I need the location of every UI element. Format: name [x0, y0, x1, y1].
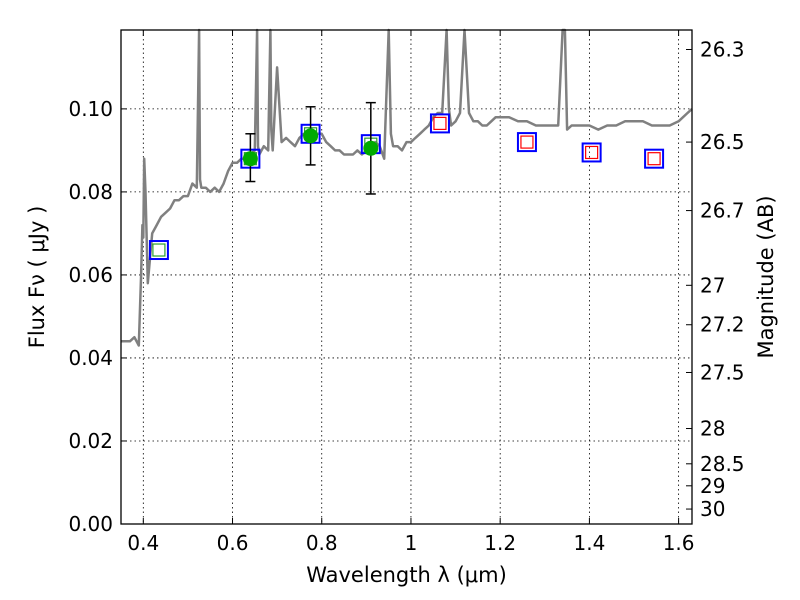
x-tick-label: 0.8	[306, 531, 338, 555]
observed-point	[242, 151, 258, 167]
y2-tick-label: 28	[700, 417, 725, 441]
y-tick-label: 0.10	[68, 97, 113, 121]
y2-tick-label: 28.5	[700, 452, 745, 476]
inner-square-marker	[647, 152, 661, 166]
y-tick-label: 0.00	[68, 512, 113, 536]
y-tick-label: 0.04	[68, 346, 113, 370]
model-square-marker	[429, 113, 450, 134]
plot-frame	[120, 29, 693, 525]
model-square-marker	[148, 240, 169, 261]
spectrum-layer	[121, 28, 693, 347]
inner-square-marker	[585, 145, 599, 160]
observed-point	[303, 128, 319, 144]
x-tick-label: 0.6	[217, 531, 249, 555]
model-square-marker	[581, 142, 602, 163]
y2-tick-label: 29	[700, 474, 725, 498]
observed-point	[363, 140, 379, 156]
y2-tick-label: 27.2	[700, 313, 745, 337]
spectrum-line	[121, 28, 693, 347]
y-tick-label: 0.02	[68, 429, 113, 453]
y-tick-label: 0.08	[68, 180, 113, 204]
y2-tick-label: 26.3	[700, 38, 745, 62]
model-square-marker	[644, 148, 665, 169]
axes-layer: 0.4 0.6 0.8 1 1.2 1.4 1.6 0.00 0.02 0.04 0.06 0.08 0…	[68, 30, 745, 555]
inner-square-marker	[152, 243, 166, 257]
y-axis-label: Flux Fν ( μJy )	[25, 206, 49, 349]
y2-axis-label: Magnitude (AB)	[754, 195, 778, 358]
markers-layer	[148, 101, 665, 261]
y2-tick-label: 30	[700, 497, 725, 521]
x-axis-label: Wavelength λ (μm)	[306, 563, 507, 587]
x-tick-label: 1.6	[663, 531, 695, 555]
inner-square-marker	[433, 116, 447, 131]
x-tick-label: 1.4	[573, 531, 605, 555]
y2-tick-label: 26.5	[700, 130, 745, 154]
y2-tick-label: 27.5	[700, 360, 745, 384]
x-tick-label: 0.4	[127, 531, 159, 555]
y-tick-label: 0.06	[68, 263, 113, 287]
y2-tick-label: 27	[700, 273, 725, 297]
x-tick-label: 1.2	[484, 531, 516, 555]
x-tick-label: 1	[405, 531, 418, 555]
y2-tick-label: 26.7	[700, 199, 745, 223]
inner-square-marker	[520, 135, 534, 149]
model-square-marker	[516, 132, 537, 153]
